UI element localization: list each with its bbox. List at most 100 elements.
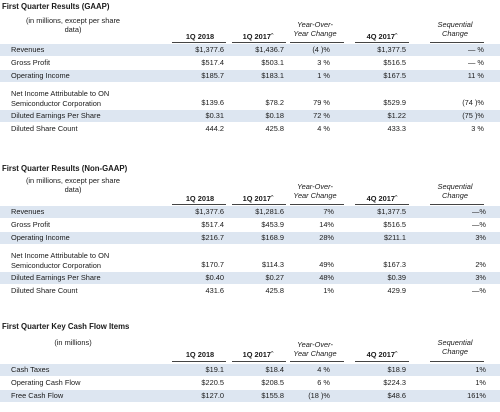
cell-1q2017: $155.8: [261, 391, 284, 400]
cell-yoy: 1%: [323, 286, 334, 295]
nongaap-row-share-count: Diluted Share Count 431.6 425.8 1% 429.9…: [0, 285, 500, 297]
cell-1q2018: $0.40: [205, 273, 225, 282]
cell-seq: 3%: [475, 273, 486, 282]
nongaap-col-seq-line2: Change: [442, 191, 468, 200]
cash-row-free-cash-flow: Free Cash Flow $127.0 $155.8 (18 )% $48.…: [0, 390, 500, 402]
cell-yoy: 4 %: [317, 365, 330, 374]
nongaap-col-yoy-line2: Year Change: [293, 191, 337, 200]
cash-underline-2: [232, 361, 286, 362]
cell-4q2017: $1,377.5: [377, 45, 406, 54]
gaap-row-eps: Diluted Earnings Per Share $0.31 $0.18 7…: [0, 110, 500, 122]
cell-4q2017: $529.9: [383, 98, 406, 107]
cash-underline-1: [172, 361, 226, 362]
nongaap-units-line1: (in millions, except per share: [25, 176, 121, 185]
cell-4q2017: $1,377.5: [377, 207, 406, 216]
cell-seq: (75 )%: [462, 111, 484, 120]
cell-yoy: 49%: [319, 260, 334, 269]
nongaap-underline-2: [232, 204, 286, 205]
gaap-col-4q2017: 4Q 2017ˆ: [366, 32, 398, 41]
row-label: Operating Income: [11, 71, 70, 80]
cell-1q2017: $0.18: [265, 111, 285, 120]
cell-1q2018: 444.2: [205, 124, 225, 133]
cash-units: (in millions): [54, 338, 92, 347]
nongaap-title: First Quarter Results (Non-GAAP): [2, 164, 128, 173]
nongaap-col-1q2017: 1Q 2017ˆ: [242, 194, 274, 203]
cash-underline-4: [355, 361, 409, 362]
cell-seq: —%: [472, 286, 486, 295]
cell-seq: 2%: [475, 260, 486, 269]
cash-row-cash-taxes: Cash Taxes $19.1 $18.4 4 % $18.9 1%: [0, 364, 500, 376]
nongaap-underline-5: [430, 204, 484, 205]
gaap-underline-1: [172, 42, 226, 43]
cell-1q2017: $18.4: [265, 365, 285, 374]
cell-1q2017: $1,281.6: [255, 207, 284, 216]
cell-yoy: 28%: [319, 233, 334, 242]
cell-seq: — %: [467, 45, 484, 54]
row-label: Diluted Share Count: [11, 286, 78, 295]
cell-4q2017: 433.3: [387, 124, 407, 133]
cash-col-4q2017: 4Q 2017ˆ: [366, 350, 398, 359]
gaap-row-share-count: Diluted Share Count 444.2 425.8 4 % 433.…: [0, 123, 500, 135]
gaap-col-yoy-line2: Year Change: [293, 29, 337, 38]
nongaap-underline-3: [290, 204, 344, 205]
row-label: Free Cash Flow: [11, 391, 64, 400]
gaap-underline-5: [430, 42, 484, 43]
row-label: Diluted Earnings Per Share: [11, 273, 101, 282]
cell-seq: 161%: [467, 391, 486, 400]
cell-4q2017: $516.5: [383, 58, 406, 67]
cell-yoy: 3 %: [317, 58, 330, 67]
row-label: Gross Profit: [11, 220, 51, 229]
row-label: Operating Income: [11, 233, 70, 242]
cell-yoy: 48%: [319, 273, 334, 282]
gaap-title: First Quarter Results (GAAP): [2, 2, 110, 11]
cell-4q2017: $224.3: [383, 378, 406, 387]
cash-row-operating-cash-flow: Operating Cash Flow $220.5 $208.5 6 % $2…: [0, 377, 500, 389]
cell-1q2018: $139.6: [201, 98, 224, 107]
cash-col-1q2017: 1Q 2017ˆ: [242, 350, 274, 359]
cell-1q2017: $503.1: [261, 58, 284, 67]
gaap-row-revenues: Revenues $1,377.6 $1,436.7 (4 )% $1,377.…: [0, 44, 500, 56]
cell-yoy: 7%: [323, 207, 334, 216]
cash-col-seq-line2: Change: [442, 347, 468, 356]
nongaap-underline-1: [172, 204, 226, 205]
nongaap-col-1q2018: 1Q 2018: [185, 194, 215, 203]
gaap-row-operating-income: Operating Income $185.7 $183.1 1 % $167.…: [0, 70, 500, 82]
cell-4q2017: $167.3: [383, 260, 406, 269]
nongaap-row-net-income: Net Income Attributable to ON Semiconduc…: [0, 250, 500, 272]
cell-1q2018: 431.6: [205, 286, 225, 295]
cash-col-seq-line1: Sequential: [437, 338, 473, 347]
cash-col-1q2018: 1Q 2018: [185, 350, 215, 359]
row-label-line2: Semiconductor Corporation: [11, 261, 101, 270]
cell-4q2017: $18.9: [387, 365, 407, 374]
nongaap-col-yoy-line1: Year-Over-: [297, 182, 333, 191]
gaap-underline-3: [290, 42, 344, 43]
cell-4q2017: $211.1: [383, 233, 406, 242]
cell-seq: —%: [472, 220, 486, 229]
gaap-col-seq-line1: Sequential: [437, 20, 473, 29]
cell-yoy: (18 )%: [308, 391, 330, 400]
cash-col-yoy-line2: Year Change: [293, 349, 337, 358]
cell-1q2018: $220.5: [201, 378, 224, 387]
row-label: Gross Profit: [11, 58, 51, 67]
cell-1q2017: 425.8: [265, 124, 285, 133]
row-label-line2: Semiconductor Corporation: [11, 99, 101, 108]
row-label: Diluted Share Count: [11, 124, 78, 133]
gaap-units-line2: data): [64, 25, 82, 34]
cell-1q2018: $216.7: [201, 233, 224, 242]
nongaap-underline-4: [355, 204, 409, 205]
cell-1q2017: $0.27: [265, 273, 285, 282]
cell-4q2017: $516.5: [383, 220, 406, 229]
cell-1q2018: $517.4: [201, 58, 224, 67]
nongaap-header: (in millions, except per share data) 1Q …: [0, 176, 500, 205]
gaap-col-1q2017: 1Q 2017ˆ: [242, 32, 274, 41]
cell-seq: (74 )%: [462, 98, 484, 107]
cell-yoy: 1 %: [317, 71, 330, 80]
cell-4q2017: $1.22: [387, 111, 407, 120]
cell-1q2018: $19.1: [205, 365, 225, 374]
nongaap-row-gross-profit: Gross Profit $517.4 $453.9 14% $516.5 —%: [0, 219, 500, 231]
row-label: Cash Taxes: [11, 365, 50, 374]
nongaap-row-revenues: Revenues $1,377.6 $1,281.6 7% $1,377.5 —…: [0, 206, 500, 218]
cell-yoy: 72 %: [313, 111, 330, 120]
cash-col-yoy-line1: Year-Over-: [297, 340, 333, 349]
